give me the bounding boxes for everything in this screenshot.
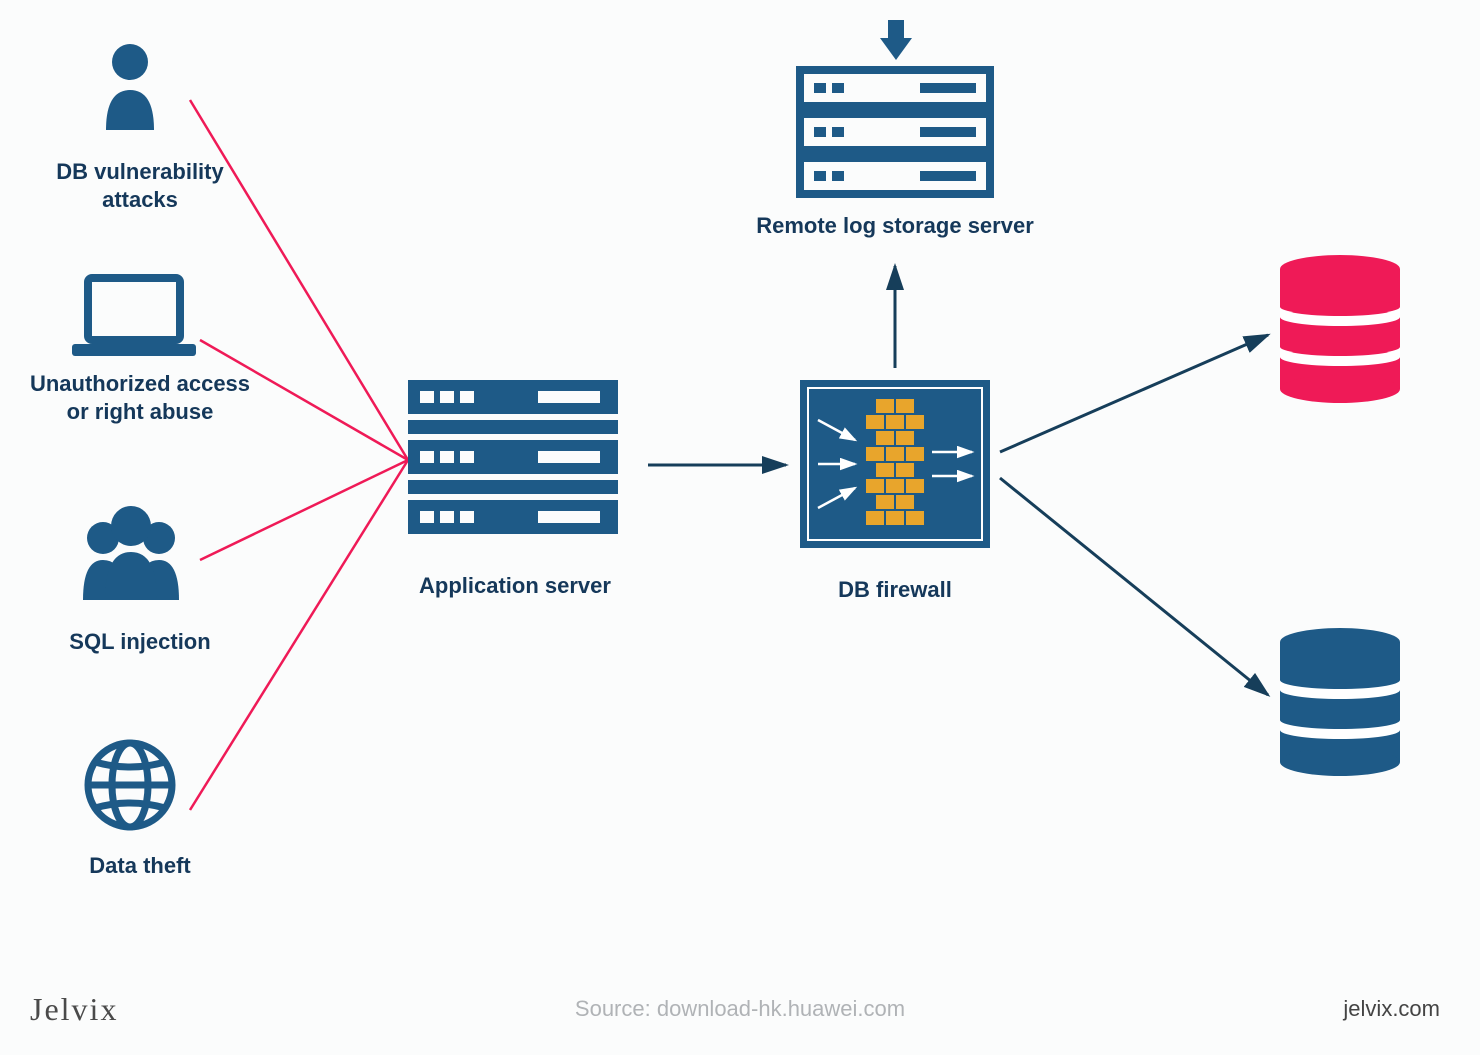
threat-label-sql-inj: SQL injection [20, 628, 260, 656]
globe-icon [88, 743, 172, 827]
threat-label-db-vuln: DB vulnerability attacks [20, 158, 260, 213]
arrow-firewall-to-db-bottom [1000, 478, 1268, 695]
database-top-icon [1280, 255, 1400, 403]
log-server-icon [800, 70, 990, 194]
source-credit: Source: download-hk.huawei.com [575, 996, 905, 1022]
site-link: jelvix.com [1343, 996, 1440, 1022]
laptop-icon [72, 278, 196, 356]
log-server-label: Remote log storage server [720, 212, 1070, 240]
arrow-firewall-to-db-top [1000, 335, 1268, 452]
app-server-icon [408, 380, 618, 534]
app-server-label: Application server [380, 572, 650, 600]
download-arrow-icon [880, 20, 912, 60]
brand-logo: Jelvix [30, 991, 118, 1028]
person-icon [106, 44, 154, 130]
firewall-icon [800, 380, 990, 548]
group-icon [83, 506, 179, 600]
firewall-label: DB firewall [800, 576, 990, 604]
footer: Jelvix Source: download-hk.huawei.com je… [0, 988, 1480, 1028]
threat-label-unauth: Unauthorized access or right abuse [0, 370, 280, 425]
threat-label-theft: Data theft [20, 852, 260, 880]
diagram-canvas: DB vulnerability attacks Unauthorized ac… [0, 0, 1480, 1050]
database-bottom-icon [1280, 628, 1400, 776]
